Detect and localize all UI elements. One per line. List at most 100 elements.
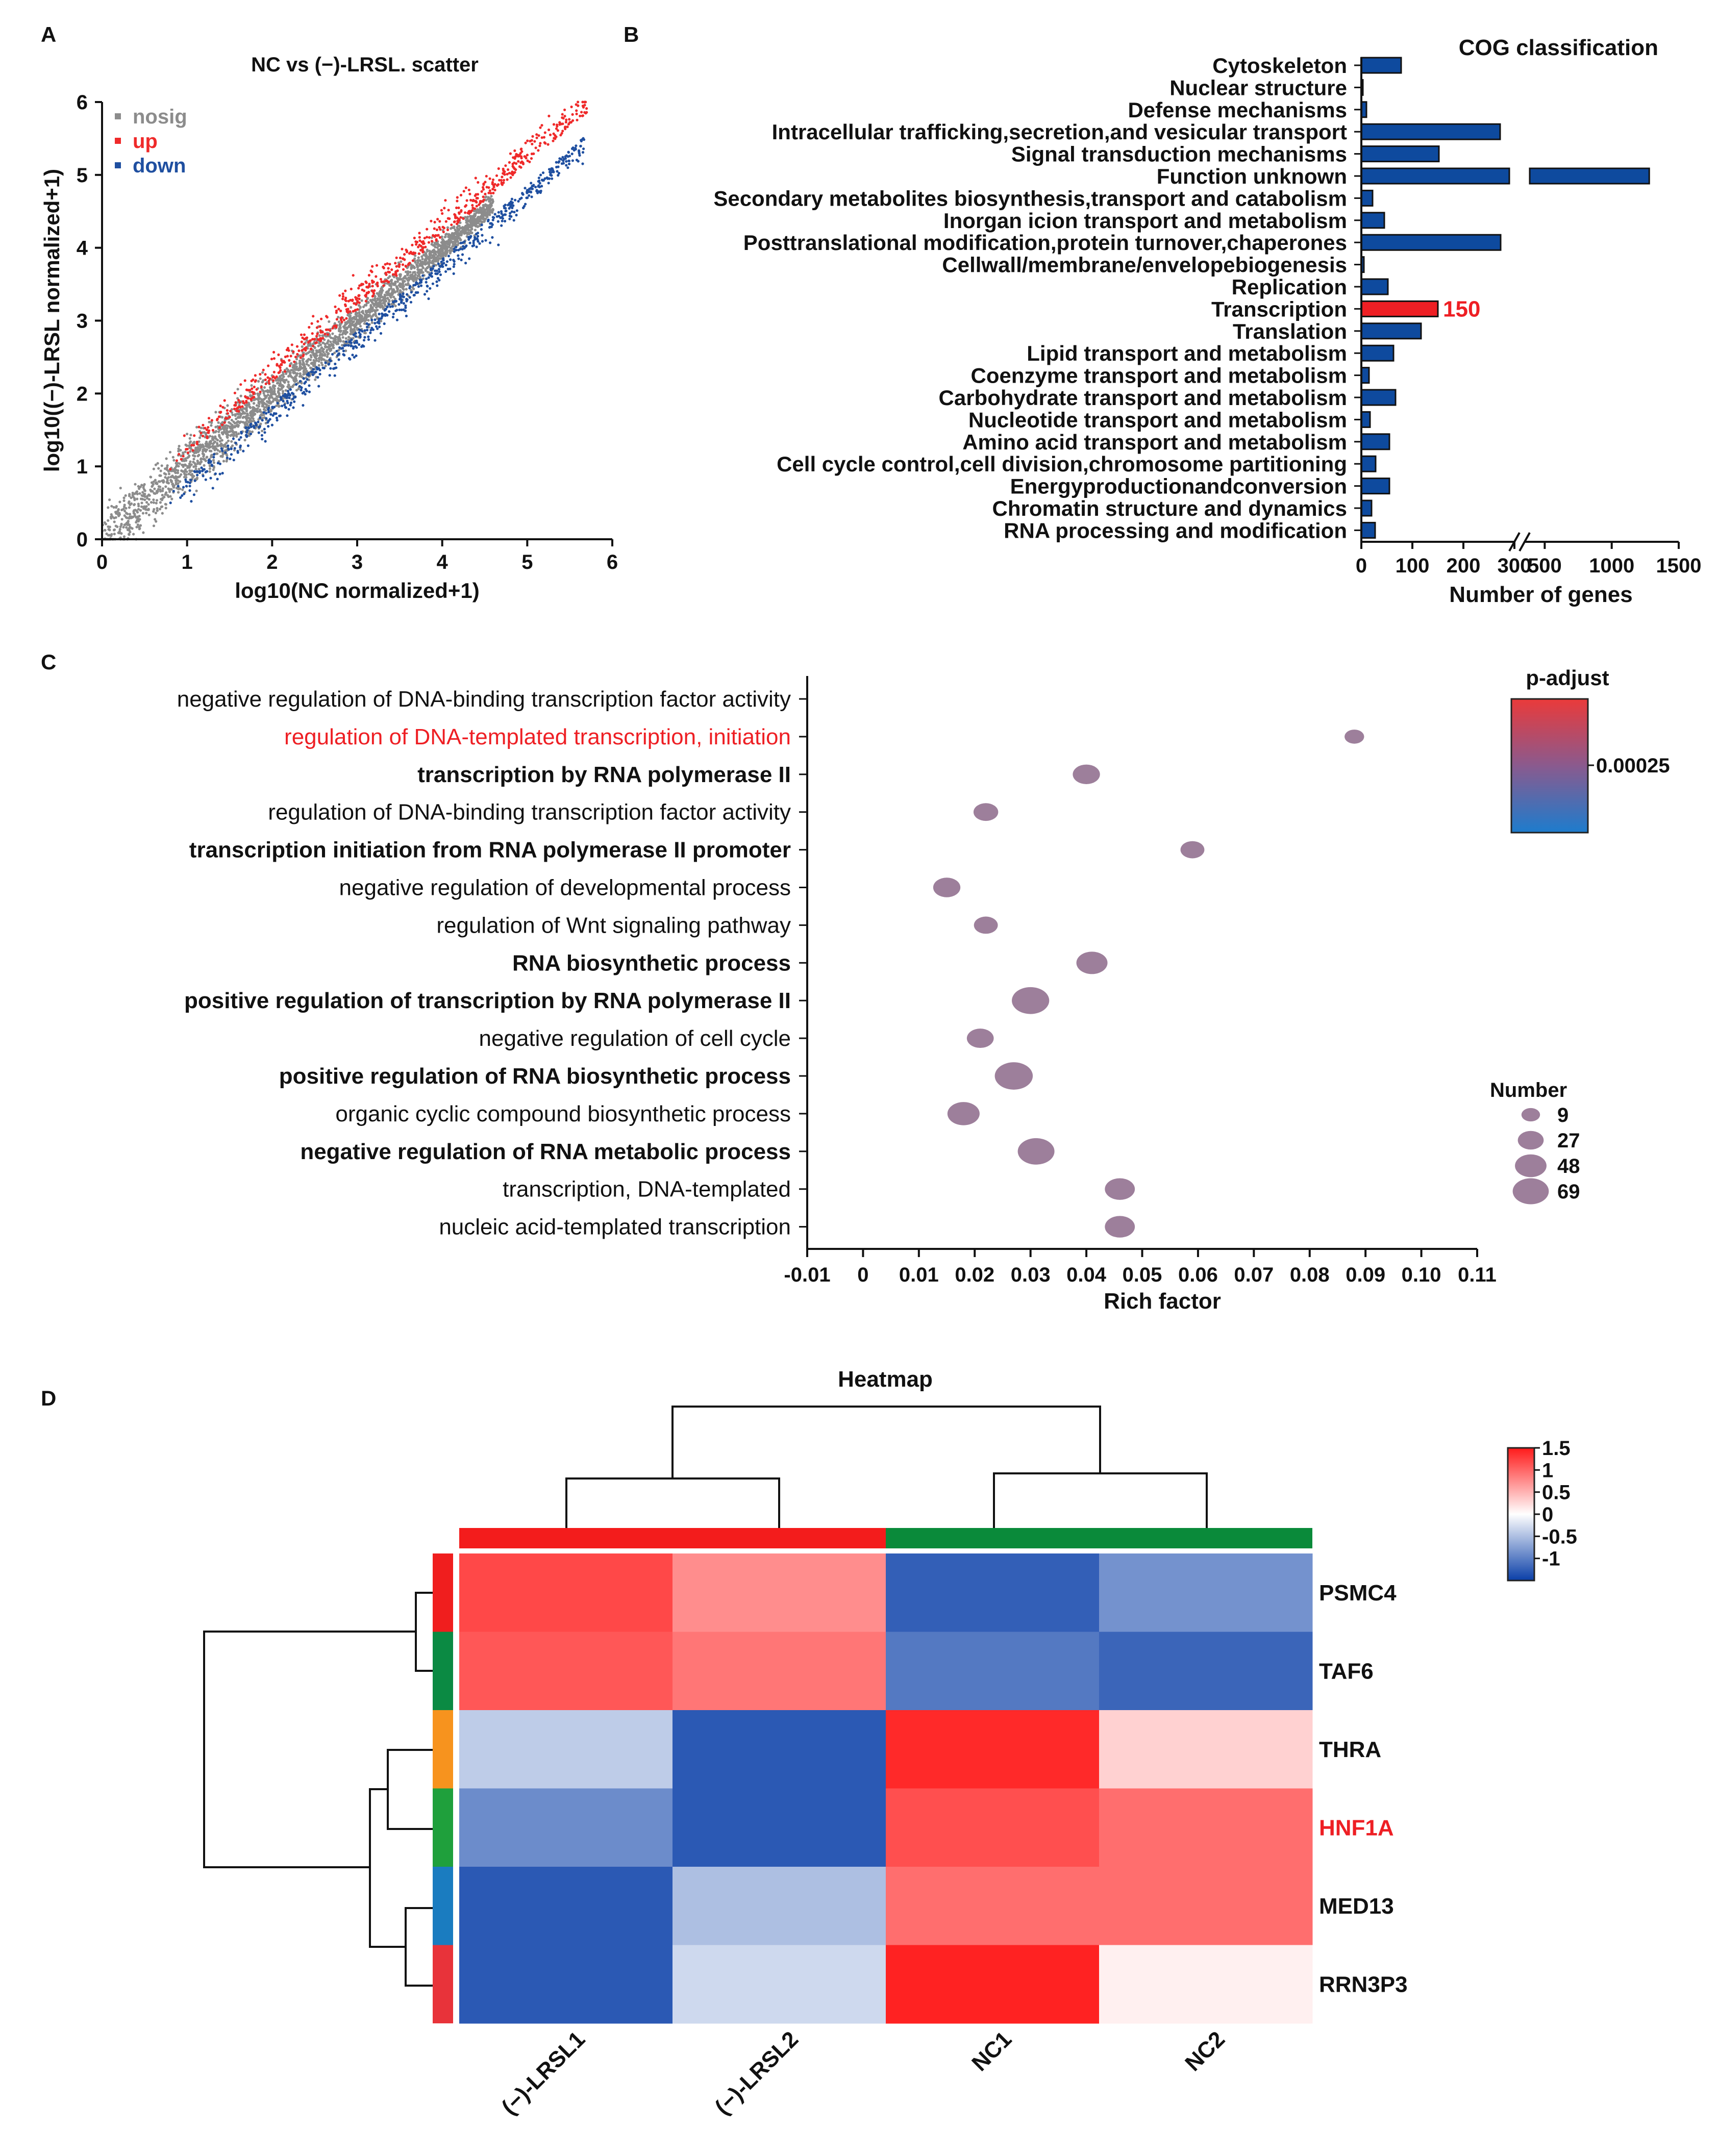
scatter-point-nosig	[298, 359, 302, 363]
cog-bar	[1360, 234, 1502, 251]
scatter-point-nosig	[167, 470, 170, 473]
scatter-point-nosig	[396, 278, 399, 281]
scatter-point-up	[178, 453, 181, 456]
scatter-point-up	[376, 281, 379, 284]
scatter-point-nosig	[421, 265, 424, 268]
scatter-point-nosig	[411, 278, 415, 281]
scatter-point-nosig	[447, 245, 451, 248]
scatter-point-nosig	[142, 493, 146, 496]
scatter-point-up	[388, 270, 391, 274]
scatter-point-down	[579, 144, 582, 148]
scatter-point-nosig	[321, 334, 324, 337]
scatter-point-up	[469, 198, 472, 202]
scatter-point-nosig	[339, 329, 342, 333]
scatter-point-up	[415, 243, 418, 246]
scatter-point-down	[449, 267, 452, 270]
scatter-point-up	[370, 289, 374, 292]
scatter-point-down	[504, 219, 507, 223]
scatter-point-nosig	[426, 266, 429, 269]
scatter-point-down	[400, 300, 403, 303]
scatter-point-down	[202, 468, 205, 471]
scatter-point-nosig	[415, 279, 418, 282]
scatter-point-up	[260, 386, 263, 389]
scatter-point-nosig	[140, 502, 143, 505]
scatter-point-up	[267, 379, 270, 383]
scatter-point-down	[204, 470, 207, 473]
scatter-point-up	[430, 240, 434, 243]
cog-bar	[1360, 189, 1374, 207]
scatter-point-nosig	[152, 467, 155, 470]
scatter-point-nosig	[205, 456, 208, 459]
scatter-point-nosig	[360, 317, 364, 320]
scatter-point-up	[464, 204, 468, 207]
scatter-point-nosig	[305, 370, 309, 373]
scatter-point-nosig	[220, 439, 223, 442]
scatter-point-up	[535, 136, 538, 139]
scatter-point-down	[245, 435, 248, 438]
scatter-point-nosig	[451, 236, 454, 239]
cog-x-tick-label: 500	[1528, 555, 1562, 577]
scatter-point-nosig	[197, 454, 201, 457]
scatter-point-nosig	[132, 515, 135, 518]
scatter-point-down	[227, 447, 230, 450]
scatter-point-down	[441, 263, 444, 266]
scatter-point-down	[257, 431, 260, 434]
scatter-point-down	[497, 211, 500, 214]
heatmap-column-label: (−)-LRSL1	[497, 2026, 590, 2119]
scatter-point-up	[215, 418, 219, 421]
cog-x-tick-label: 100	[1396, 555, 1430, 577]
scatter-point-nosig	[393, 297, 397, 300]
scatter-point-up	[370, 270, 374, 273]
scatter-point-down	[183, 492, 186, 495]
scatter-point-nosig	[341, 344, 344, 347]
scatter-point-down	[514, 198, 517, 202]
scatter-point-nosig	[145, 505, 148, 508]
scatter-point-up	[272, 357, 276, 360]
scatter-point-up	[366, 291, 370, 294]
scatter-point-up	[284, 355, 287, 359]
scatter-point-nosig	[399, 289, 402, 292]
scatter-point-up	[367, 273, 371, 277]
scatter-point-down	[362, 339, 366, 342]
scatter-point-nosig	[237, 432, 240, 435]
scatter-point-nosig	[181, 488, 184, 491]
row-group-cell	[433, 1867, 453, 1945]
scatter-point-down	[311, 373, 314, 377]
scatter-point-nosig	[184, 468, 187, 471]
scatter-point-down	[380, 317, 383, 320]
scatter-point-nosig	[241, 420, 244, 424]
bubble-x-tick-label: 0.04	[1066, 1264, 1107, 1286]
scatter-point-nosig	[399, 282, 402, 285]
scatter-point-up	[520, 150, 524, 153]
scatter-point-nosig	[301, 359, 304, 362]
scatter-point-up	[206, 435, 209, 438]
scatter-point-nosig	[466, 225, 470, 229]
scatter-point-down	[402, 292, 405, 295]
scatter-point-down	[497, 215, 501, 218]
scatter-point-nosig	[225, 427, 228, 430]
scatter-point-nosig	[366, 314, 369, 317]
cog-category-label: Chromatin structure and dynamics	[992, 496, 1347, 520]
scatter-point-up	[208, 429, 211, 432]
scatter-point-up	[211, 429, 214, 432]
scatter-point-up	[334, 305, 337, 308]
scatter-point-nosig	[210, 424, 213, 427]
scatter-point-nosig	[488, 211, 491, 214]
scatter-point-up	[418, 243, 421, 246]
scatter-point-up	[309, 339, 312, 342]
scatter-point-nosig	[179, 487, 182, 490]
scatter-point-nosig	[362, 319, 365, 322]
scatter-point-nosig	[309, 358, 312, 361]
heatmap-cell	[459, 1710, 673, 1789]
scatter-point-up	[264, 382, 267, 385]
scatter-point-nosig	[151, 484, 154, 488]
scatter-point-nosig	[169, 479, 172, 482]
scatter-point-up	[295, 345, 299, 348]
scatter-point-up	[169, 468, 172, 471]
cog-category-label: Inorgan icion transport and metabolism	[943, 209, 1347, 233]
scatter-point-up	[493, 183, 496, 186]
scatter-point-nosig	[416, 265, 419, 269]
scatter-point-up	[517, 160, 520, 163]
column-group-cell	[459, 1528, 673, 1548]
